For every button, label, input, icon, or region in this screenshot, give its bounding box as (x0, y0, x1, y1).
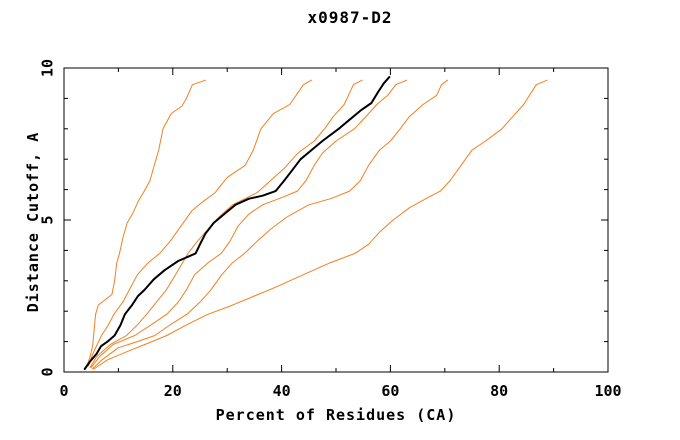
y-tick-label: 10 (39, 59, 57, 77)
orange-curve-6 (93, 79, 548, 370)
y-tick-label: 5 (39, 215, 57, 224)
x-axis-label: Percent of Residues (CA) (215, 406, 457, 424)
orange-curve-1 (86, 79, 206, 367)
orange-curve-4 (90, 79, 408, 368)
x-tick-label: 40 (273, 382, 291, 400)
x-tick-label: 20 (164, 382, 182, 400)
x-tick-label: 0 (59, 382, 68, 400)
orange-curve-2 (88, 79, 312, 367)
y-tick-label: 0 (39, 367, 57, 376)
x-tick-label: 80 (490, 382, 508, 400)
x-tick-label: 100 (594, 382, 621, 400)
orange-curve-5 (91, 79, 448, 370)
black-curve (83, 76, 391, 370)
x-tick-label: 60 (381, 382, 399, 400)
chart-title: x0987-D2 (307, 8, 393, 27)
orange-curve-3 (89, 79, 363, 368)
